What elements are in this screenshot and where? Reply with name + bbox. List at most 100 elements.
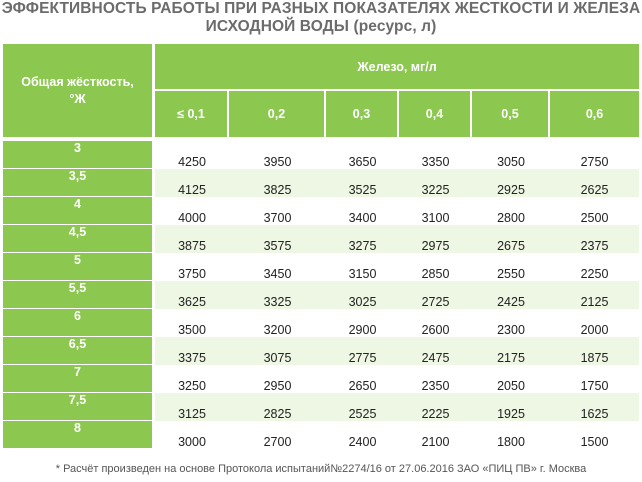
hardness-row-header: 3: [3, 141, 155, 169]
table-cell: 2550: [472, 253, 550, 281]
resource-table: Общая жёсткость, °Ж Железо, мг/л ≤ 0,1 0,…: [3, 44, 640, 449]
table-row: 6 3500 3200 2900 2600 2300 2000: [3, 309, 640, 337]
table-cell: 2525: [326, 393, 399, 421]
iron-group-header: Железо, мг/л: [155, 44, 640, 91]
iron-column-header: 0,4: [399, 91, 472, 141]
table-cell: 3075: [229, 337, 326, 365]
table-cell: 2775: [326, 337, 399, 365]
hardness-row-header: 5,5: [3, 281, 155, 309]
iron-column-header: 0,3: [326, 91, 399, 141]
page-title: ЭФФЕКТИВНОСТЬ РАБОТЫ ПРИ РАЗНЫХ ПОКАЗАТЕ…: [0, 0, 642, 36]
table-cell: 3625: [155, 281, 229, 309]
iron-column-header: 0,2: [229, 91, 326, 141]
table-row: 4 4000 3700 3400 3100 2800 2500: [3, 197, 640, 225]
table-cell: 2975: [399, 225, 472, 253]
table-cell: 2000: [550, 309, 640, 337]
table-cell: 2175: [472, 337, 550, 365]
hardness-row-header: 6,5: [3, 337, 155, 365]
table-cell: 2800: [472, 197, 550, 225]
hardness-row-header: 4: [3, 197, 155, 225]
table-cell: 3000: [155, 421, 229, 449]
table-cell: 3125: [155, 393, 229, 421]
table-cell: 2400: [326, 421, 399, 449]
hardness-row-header: 4,5: [3, 225, 155, 253]
table-cell: 3525: [326, 169, 399, 197]
hardness-row-header: 6: [3, 309, 155, 337]
table-cell: 2950: [229, 365, 326, 393]
table-cell: 1800: [472, 421, 550, 449]
table-cell: 3750: [155, 253, 229, 281]
hardness-row-header: 7,5: [3, 393, 155, 421]
iron-column-header: 0,5: [472, 91, 550, 141]
table-cell: 3375: [155, 337, 229, 365]
hardness-row-header: 3,5: [3, 169, 155, 197]
table-cell: 1925: [472, 393, 550, 421]
table-cell: 2725: [399, 281, 472, 309]
table-cell: 3400: [326, 197, 399, 225]
table-cell: 3500: [155, 309, 229, 337]
table-cell: 3200: [229, 309, 326, 337]
table-cell: 4250: [155, 141, 229, 169]
hardness-row-header: 8: [3, 421, 155, 449]
table-cell: 3950: [229, 141, 326, 169]
table-cell: 3350: [399, 141, 472, 169]
table-cell: 3650: [326, 141, 399, 169]
table-cell: 2300: [472, 309, 550, 337]
table-cell: 2650: [326, 365, 399, 393]
footnote: * Расчёт произведен на основе Протокола …: [55, 463, 587, 475]
table-cell: 2500: [550, 197, 640, 225]
hardness-row-header: 5: [3, 253, 155, 281]
table-cell: 4000: [155, 197, 229, 225]
table-cell: 3100: [399, 197, 472, 225]
iron-column-header: ≤ 0,1: [155, 91, 229, 141]
table-cell: 3825: [229, 169, 326, 197]
table-cell: 2425: [472, 281, 550, 309]
table-cell: 2125: [550, 281, 640, 309]
table-cell: 3700: [229, 197, 326, 225]
table-cell: 1875: [550, 337, 640, 365]
table-row: 5 3750 3450 3150 2850 2550 2250: [3, 253, 640, 281]
table-row: 3 4250 3950 3650 3350 3050 2750: [3, 141, 640, 169]
table-cell: 2225: [399, 393, 472, 421]
title-line-2: ИСХОДНОЙ ВОДЫ (ресурс, л): [205, 18, 437, 35]
table-cell: 3275: [326, 225, 399, 253]
table-cell: 2625: [550, 169, 640, 197]
table-cell: 1625: [550, 393, 640, 421]
hardness-row-header: 7: [3, 365, 155, 393]
table-cell: 2700: [229, 421, 326, 449]
table-cell: 3025: [326, 281, 399, 309]
table-cell: 3575: [229, 225, 326, 253]
table-cell: 2600: [399, 309, 472, 337]
table-row: 7,5 3125 2825 2525 2225 1925 1625: [3, 393, 640, 421]
table-cell: 3250: [155, 365, 229, 393]
table-cell: 3450: [229, 253, 326, 281]
title-line-1: ЭФФЕКТИВНОСТЬ РАБОТЫ ПРИ РАЗНЫХ ПОКАЗАТЕ…: [1, 0, 641, 17]
table-cell: 2900: [326, 309, 399, 337]
table-row: 4,5 3875 3575 3275 2975 2675 2375: [3, 225, 640, 253]
table-cell: 2825: [229, 393, 326, 421]
table-cell: 2050: [472, 365, 550, 393]
hardness-column-header: Общая жёсткость, °Ж: [3, 44, 155, 141]
table-row: 8 3000 2700 2400 2100 1800 1500: [3, 421, 640, 449]
iron-column-header: 0,6: [550, 91, 640, 141]
table-cell: 2750: [550, 141, 640, 169]
table-cell: 2250: [550, 253, 640, 281]
table-row: 6,5 3375 3075 2775 2475 2175 1875: [3, 337, 640, 365]
table-cell: 2350: [399, 365, 472, 393]
table-cell: 2925: [472, 169, 550, 197]
table-row: 3,5 4125 3825 3525 3225 2925 2625: [3, 169, 640, 197]
table-cell: 2100: [399, 421, 472, 449]
table-cell: 2475: [399, 337, 472, 365]
table-cell: 2850: [399, 253, 472, 281]
table-cell: 3050: [472, 141, 550, 169]
table-cell: 4125: [155, 169, 229, 197]
table-cell: 3325: [229, 281, 326, 309]
table-row: 5,5 3625 3325 3025 2725 2425 2125: [3, 281, 640, 309]
table-cell: 1750: [550, 365, 640, 393]
table-cell: 3150: [326, 253, 399, 281]
table-cell: 2375: [550, 225, 640, 253]
table-cell: 2675: [472, 225, 550, 253]
table-cell: 1500: [550, 421, 640, 449]
table-cell: 3225: [399, 169, 472, 197]
table-cell: 3875: [155, 225, 229, 253]
